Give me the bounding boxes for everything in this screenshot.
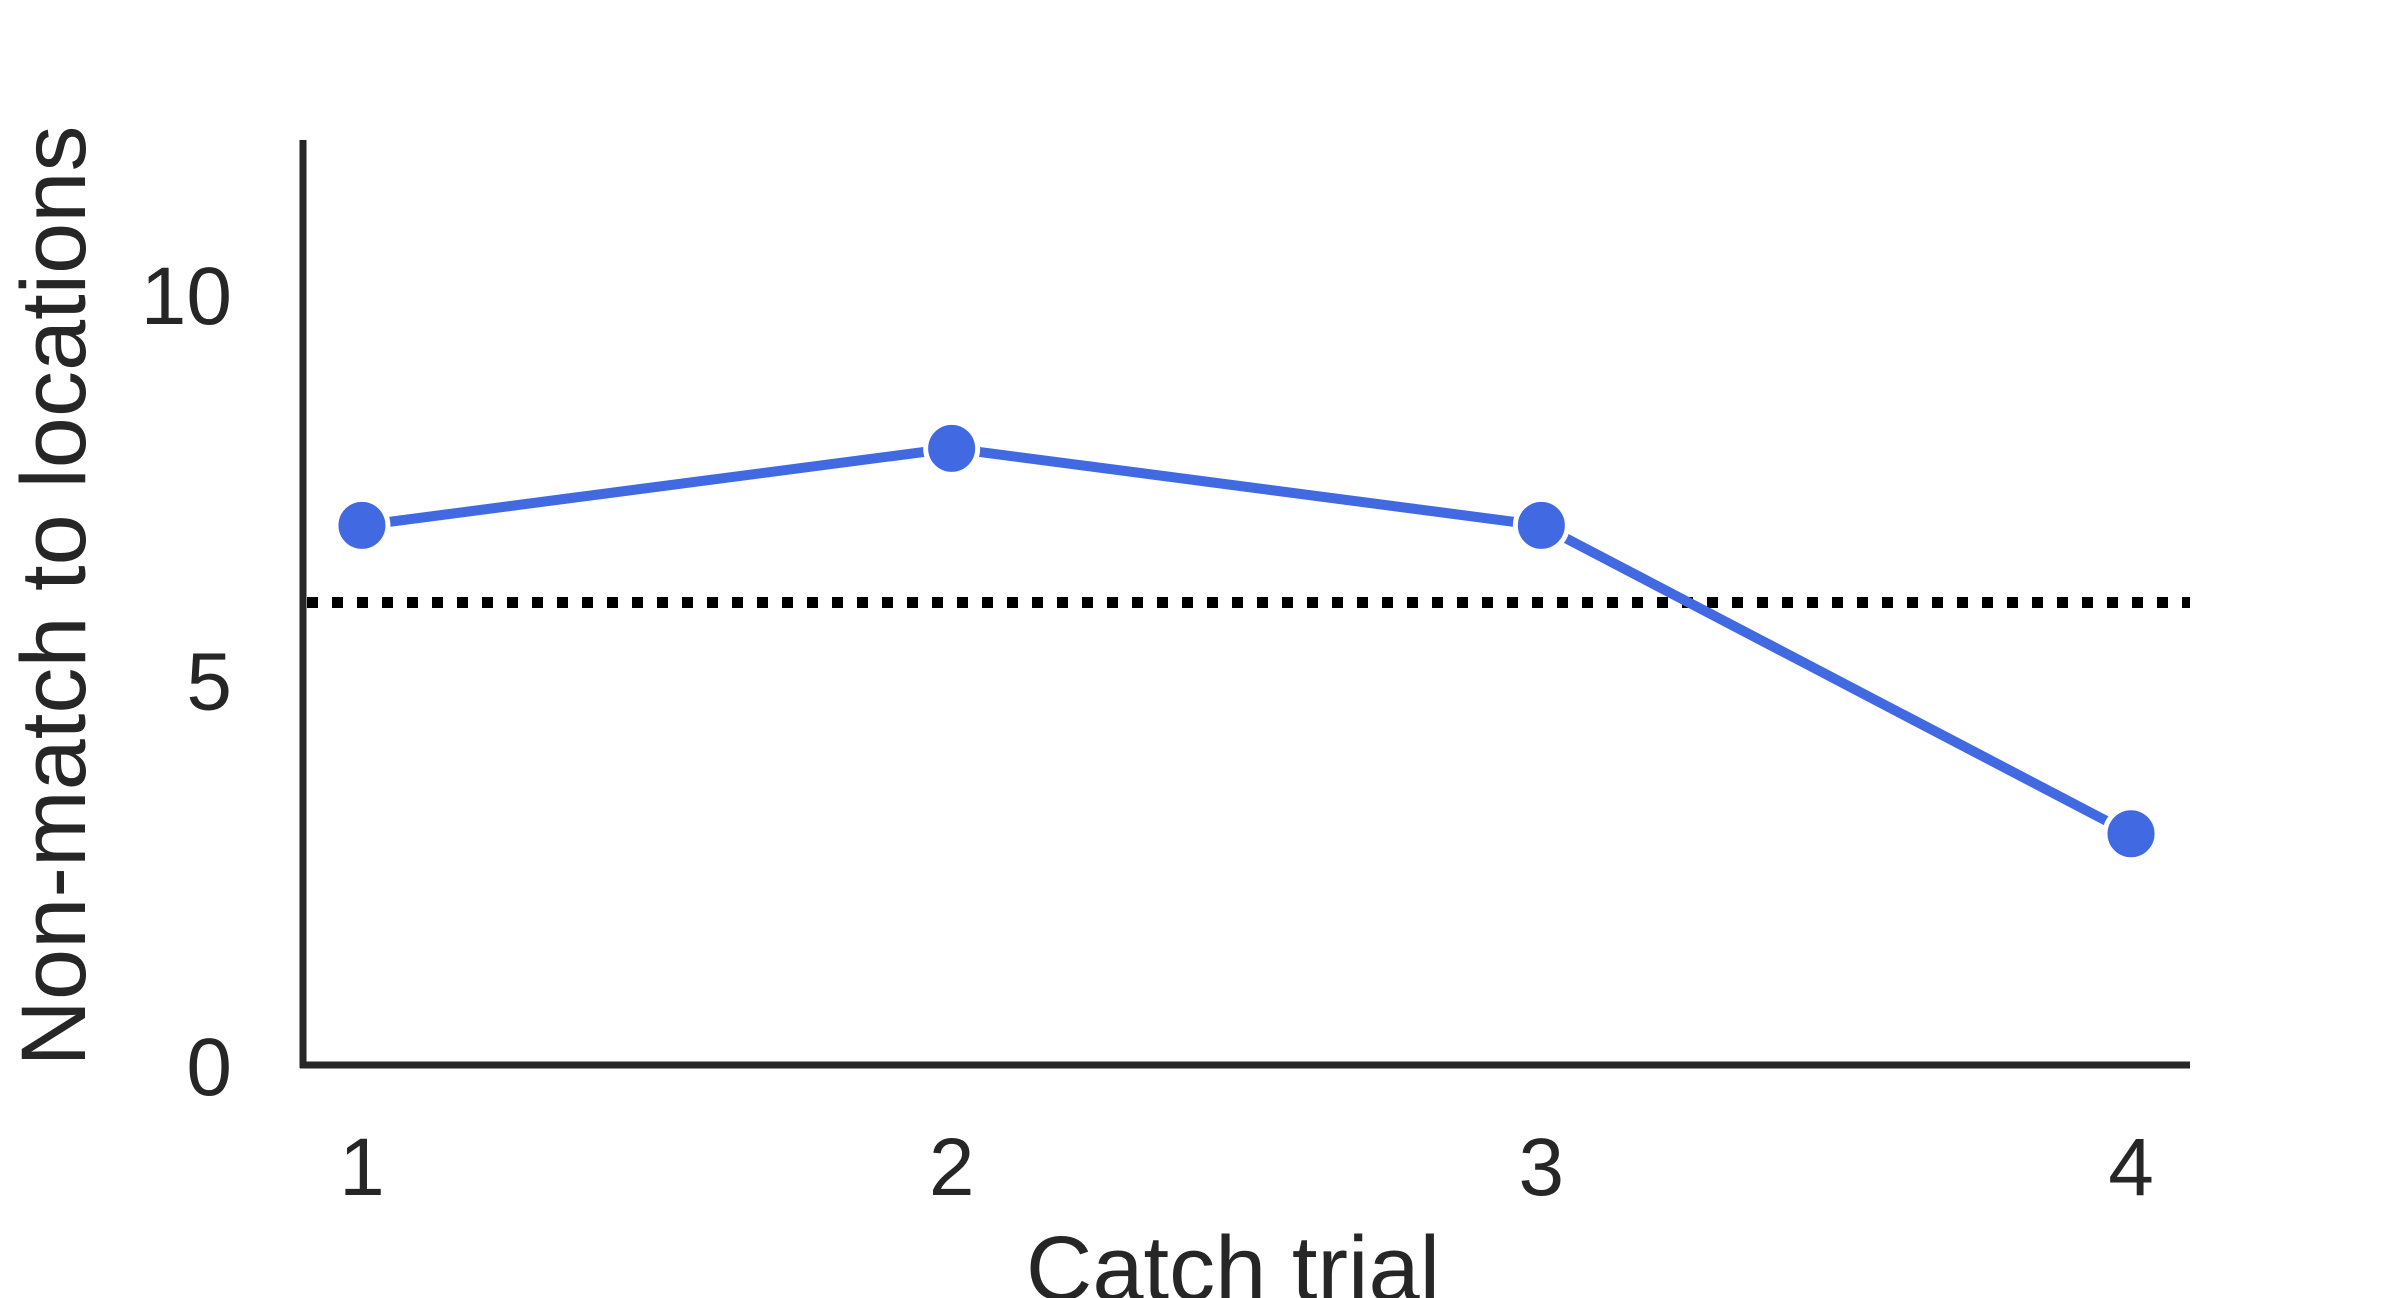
axes: [299, 140, 2190, 1069]
x-axis-label: Catch trial: [1026, 1218, 1440, 1298]
x-tick-label: 2: [929, 1122, 975, 1213]
series-line: [361, 443, 2134, 839]
x-tick-label: 4: [2108, 1122, 2154, 1213]
y-tick-label: 10: [141, 251, 232, 342]
y-tick-label: 5: [186, 637, 232, 728]
data-point: [333, 496, 391, 554]
series-layer: [333, 419, 2160, 863]
y-tick-labels: 0 5 10: [141, 251, 232, 1113]
y-axis-label: Non-match to locations: [3, 126, 105, 1067]
x-tick-label: 3: [1519, 1122, 1565, 1213]
data-point: [923, 419, 981, 477]
x-tick-labels: 1 2 3 4: [339, 1122, 2154, 1213]
x-tick-label: 1: [339, 1122, 385, 1213]
y-tick-label: 0: [186, 1022, 232, 1113]
data-point: [2102, 805, 2160, 863]
data-point: [1512, 496, 1570, 554]
